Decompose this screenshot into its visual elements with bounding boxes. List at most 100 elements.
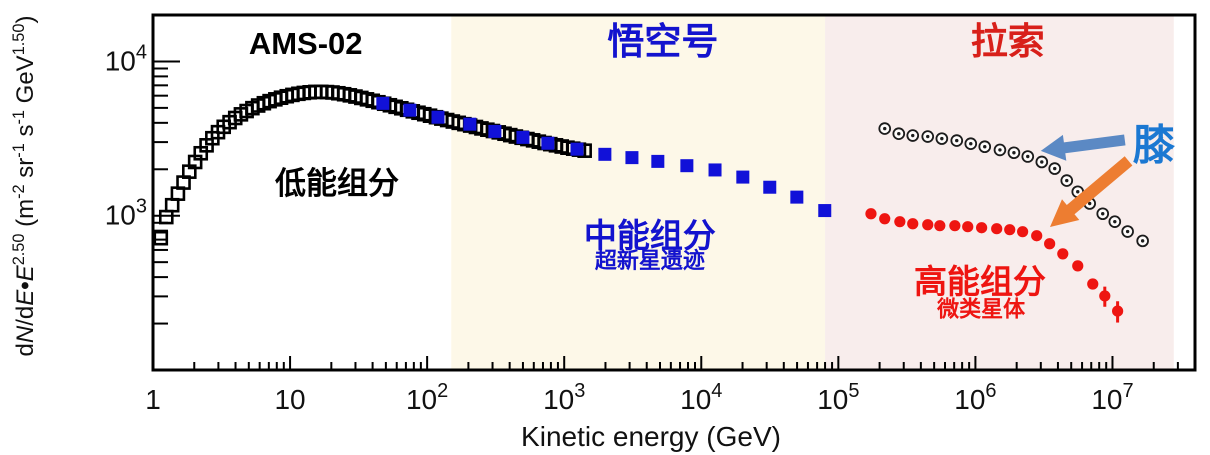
y-axis-title-segment: sr <box>12 157 39 185</box>
filled-square-marker <box>708 163 722 177</box>
medium-energy-label: 中能组分 <box>584 217 716 254</box>
circled-dot-center <box>940 136 944 141</box>
experiment-regions <box>153 15 1174 370</box>
filled-square-marker <box>625 151 639 165</box>
filled-circle-marker <box>1072 260 1084 272</box>
x-axis-title: Kinetic energy (GeV) <box>521 421 781 452</box>
filled-circle-marker <box>879 213 891 225</box>
filled-circle-marker <box>991 223 1003 235</box>
filled-circle-marker <box>1087 278 1099 290</box>
high-energy-label: 高能组分 <box>914 263 1046 300</box>
x-tick-label: 1 <box>145 384 161 415</box>
y-axis-title-segment: ) <box>12 15 39 24</box>
filled-square-marker <box>541 136 555 150</box>
series-circled-dot <box>878 122 1149 248</box>
x-tick-label: 103 <box>543 380 585 415</box>
region-titles: AMS-02 悟空号 拉索 <box>249 21 1045 62</box>
filled-circle-marker <box>1044 238 1056 250</box>
filled-circle-marker <box>1099 290 1111 302</box>
knee-arrow-orange <box>1050 156 1133 227</box>
circled-dot-center <box>1076 190 1080 194</box>
filled-circle-marker <box>1112 305 1124 317</box>
filled-square-marker <box>403 103 417 117</box>
circled-dot-center <box>1040 160 1044 164</box>
series-filled-square <box>376 96 832 218</box>
filled-square-marker <box>598 147 612 161</box>
filled-circle-marker <box>907 218 919 230</box>
x-tick-label: 107 <box>1091 380 1133 415</box>
circled-dot-center <box>1140 239 1145 243</box>
circled-dot-center <box>1053 166 1057 171</box>
region-dampe-title: 悟空号 <box>607 21 718 62</box>
x-tick-label: 102 <box>406 380 448 415</box>
circled-dot-center <box>1125 229 1130 234</box>
y-axis-title-segment: -1 <box>10 110 28 125</box>
circled-dot-center <box>998 148 1002 152</box>
filled-circle-marker <box>1031 230 1043 242</box>
y-axis-title-segment: -1 <box>10 143 28 158</box>
x-tick-labels: 1 10 102 103 104 105 106 107 <box>145 380 1133 415</box>
filled-circle-marker <box>894 216 906 228</box>
circled-dot-center <box>1026 154 1030 159</box>
filled-square-marker <box>516 130 530 144</box>
filled-square-marker <box>736 170 750 184</box>
filled-square-marker <box>376 96 390 110</box>
open-square-marker <box>153 230 169 246</box>
high-energy-sublabel: 微类星体 <box>936 296 1026 321</box>
y-axis-title-segment: • <box>12 281 39 290</box>
circled-dot-center <box>1065 178 1069 183</box>
x-tick-label: 105 <box>817 380 859 415</box>
circled-dot-center <box>969 141 973 146</box>
y-axis-title-segment: d <box>12 343 39 357</box>
filled-circle-marker <box>922 219 934 231</box>
circled-dot-center <box>1101 212 1105 216</box>
x-tick-label: 10 <box>274 384 305 415</box>
circled-dot-center <box>1012 151 1016 155</box>
circled-dot-center <box>983 145 987 149</box>
circled-dot-center <box>1113 219 1117 224</box>
circled-dot-center <box>897 132 901 136</box>
circled-dot-center <box>1087 201 1092 206</box>
filled-square-marker <box>463 117 477 131</box>
filled-circle-marker <box>1004 224 1016 236</box>
filled-square-marker <box>651 154 665 168</box>
circled-dot-center <box>883 126 887 131</box>
y-axis-title-segment: E <box>12 289 39 306</box>
plot-frame <box>151 13 1197 372</box>
filled-circle-marker <box>865 208 877 220</box>
filled-circle-marker <box>1017 226 1029 238</box>
y-axis-title-segment: E <box>12 265 39 282</box>
filled-circle-marker <box>934 220 946 232</box>
filled-square-marker <box>431 110 445 124</box>
region-dampe <box>451 15 826 370</box>
knee-arrow-blue <box>1040 134 1126 161</box>
filled-circle-marker <box>962 221 974 233</box>
medium-energy-sublabel: 超新星遗迹 <box>595 248 705 273</box>
y-axis-title-segment: GeV <box>12 55 39 110</box>
filled-circle-marker <box>949 220 961 232</box>
filled-square-marker <box>570 142 584 156</box>
y-axis-title-segment: /d <box>12 305 39 326</box>
filled-square-marker <box>818 204 832 218</box>
y-tick-label: 104 <box>105 41 147 76</box>
x-tick-label: 106 <box>954 380 996 415</box>
y-tick-labels: 103 104 <box>105 41 147 230</box>
knee-label: 膝 <box>1133 122 1176 169</box>
y-axis-title: dN/dE•E2.50 (m-2 sr-1 s-1 GeV1.50) <box>10 16 40 357</box>
filled-square-marker <box>790 190 804 204</box>
series-filled-circle <box>865 208 1124 323</box>
y-axis-title-segment: 2.50 <box>10 233 28 266</box>
region-ams02 <box>153 15 452 370</box>
circled-dot-center <box>955 138 959 143</box>
region-lhaaso-title: 拉索 <box>971 21 1045 62</box>
low-energy-label: 低能组分 <box>274 166 399 201</box>
filled-square-marker <box>680 159 694 173</box>
region-ams02-title: AMS-02 <box>249 26 363 61</box>
circled-dot-center <box>911 133 915 138</box>
y-tick-label: 103 <box>105 196 147 231</box>
x-tick-label: 104 <box>680 380 722 415</box>
y-axis-title-segment: N <box>12 325 39 344</box>
y-axis-title-segment: s <box>12 124 39 144</box>
